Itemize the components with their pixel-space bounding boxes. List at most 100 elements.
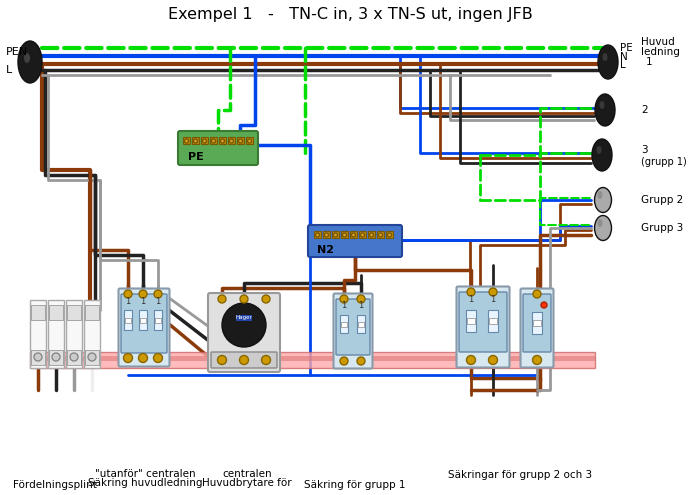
Text: 1: 1 — [491, 296, 496, 304]
Circle shape — [351, 233, 356, 237]
Circle shape — [154, 290, 162, 298]
Circle shape — [248, 139, 251, 143]
Circle shape — [88, 353, 96, 361]
Text: Säkring huvudledning: Säkring huvudledning — [88, 478, 202, 488]
Circle shape — [360, 233, 365, 237]
Bar — [488, 310, 498, 332]
Circle shape — [342, 233, 346, 237]
Text: 1: 1 — [646, 57, 652, 67]
FancyBboxPatch shape — [336, 299, 370, 355]
Ellipse shape — [603, 53, 608, 61]
Bar — [210, 137, 217, 144]
Circle shape — [357, 357, 365, 365]
Bar — [219, 137, 226, 144]
Bar — [30, 356, 595, 361]
Text: Huvud: Huvud — [641, 37, 675, 47]
Bar — [357, 315, 365, 333]
Circle shape — [220, 139, 225, 143]
Ellipse shape — [598, 45, 618, 79]
Circle shape — [533, 290, 541, 298]
Text: 1: 1 — [358, 300, 363, 309]
FancyBboxPatch shape — [459, 292, 507, 352]
Bar — [201, 137, 208, 144]
Bar — [30, 352, 595, 368]
Ellipse shape — [18, 41, 42, 83]
Ellipse shape — [595, 94, 615, 126]
Ellipse shape — [592, 139, 612, 171]
Circle shape — [202, 139, 206, 143]
Bar — [358, 322, 364, 327]
Circle shape — [124, 290, 132, 298]
Circle shape — [34, 353, 42, 361]
Text: (grupp 1): (grupp 1) — [641, 157, 687, 167]
Bar — [183, 137, 190, 144]
Circle shape — [262, 295, 270, 303]
Bar — [386, 231, 393, 238]
Bar — [154, 310, 162, 330]
Bar — [67, 350, 81, 365]
Bar — [341, 322, 347, 327]
Text: PEN: PEN — [6, 47, 28, 57]
Bar — [30, 300, 46, 368]
Circle shape — [489, 288, 497, 296]
Bar — [332, 231, 339, 238]
Circle shape — [316, 233, 319, 237]
Bar — [84, 300, 100, 368]
Circle shape — [230, 139, 234, 143]
Bar — [85, 305, 99, 320]
Text: N: N — [620, 52, 628, 62]
Text: PE: PE — [188, 152, 204, 162]
Bar — [533, 320, 541, 326]
Text: L: L — [6, 65, 13, 75]
Circle shape — [239, 139, 242, 143]
Text: N2: N2 — [317, 245, 334, 255]
Circle shape — [340, 295, 348, 303]
Bar — [466, 310, 476, 332]
FancyBboxPatch shape — [333, 294, 372, 368]
Bar — [368, 231, 375, 238]
Text: 2: 2 — [641, 105, 648, 115]
FancyBboxPatch shape — [121, 294, 167, 353]
Circle shape — [467, 288, 475, 296]
Bar — [49, 305, 63, 320]
Circle shape — [52, 353, 60, 361]
Circle shape — [240, 295, 248, 303]
Circle shape — [153, 353, 162, 362]
Circle shape — [357, 295, 365, 303]
FancyBboxPatch shape — [456, 287, 510, 367]
Bar — [237, 137, 244, 144]
Bar — [139, 310, 147, 330]
Text: 1: 1 — [468, 296, 474, 304]
Text: Exempel 1   -   TN-C in, 3 x TN-S ut, ingen JFB: Exempel 1 - TN-C in, 3 x TN-S ut, ingen … — [167, 6, 533, 21]
Text: 1: 1 — [141, 297, 146, 306]
Circle shape — [489, 355, 498, 364]
Bar — [85, 350, 99, 365]
Text: Grupp 2: Grupp 2 — [641, 195, 683, 205]
Ellipse shape — [598, 191, 603, 199]
Circle shape — [533, 355, 542, 364]
FancyBboxPatch shape — [178, 131, 258, 165]
Text: L: L — [620, 60, 626, 70]
Bar — [467, 318, 475, 324]
Text: Grupp 3: Grupp 3 — [641, 223, 683, 233]
Circle shape — [185, 139, 188, 143]
Bar — [49, 350, 63, 365]
Circle shape — [70, 353, 78, 361]
Bar — [350, 231, 357, 238]
FancyBboxPatch shape — [211, 352, 277, 368]
FancyBboxPatch shape — [208, 293, 280, 372]
Circle shape — [333, 233, 337, 237]
Bar — [155, 318, 161, 323]
Bar — [340, 315, 348, 333]
Circle shape — [211, 139, 216, 143]
Circle shape — [379, 233, 382, 237]
Bar — [323, 231, 330, 238]
Circle shape — [218, 355, 227, 364]
Bar — [140, 318, 146, 323]
Bar — [124, 310, 132, 330]
Circle shape — [193, 139, 197, 143]
Bar — [532, 312, 542, 334]
Bar — [66, 300, 82, 368]
Circle shape — [541, 302, 547, 308]
Circle shape — [139, 353, 148, 362]
